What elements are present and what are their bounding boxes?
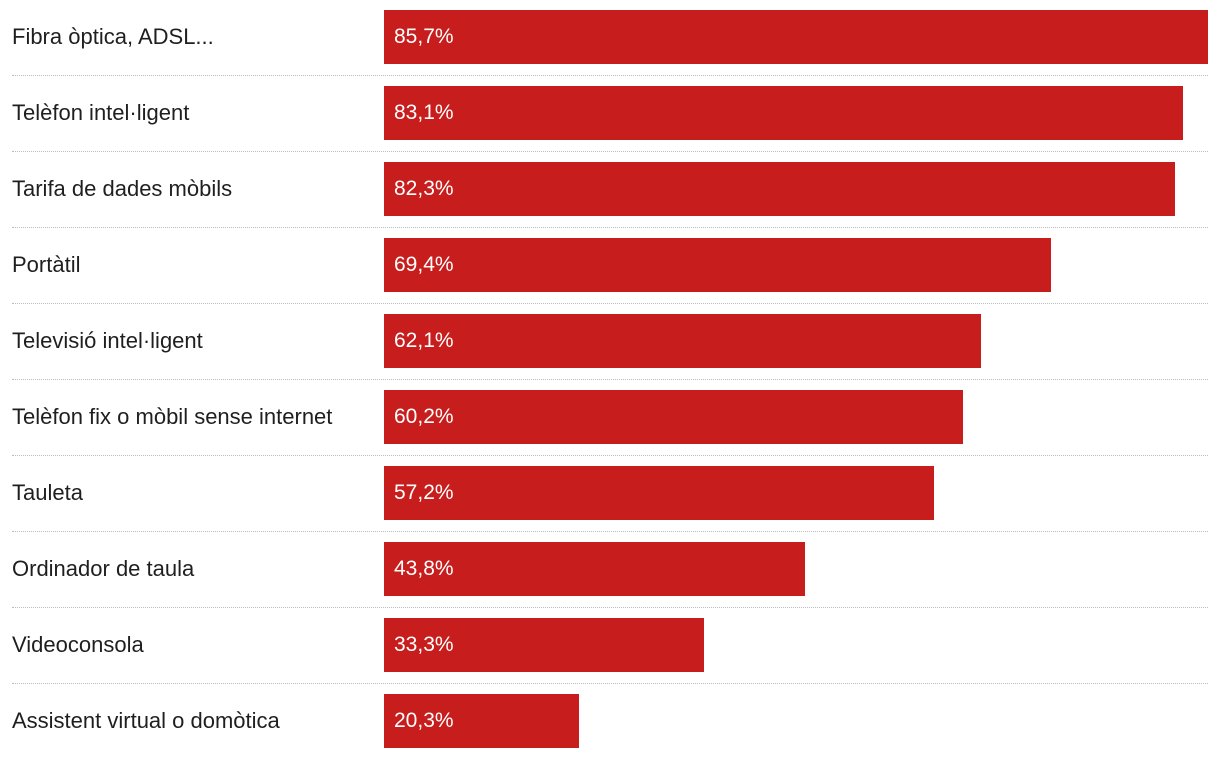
row-divider <box>12 75 1208 76</box>
row-divider <box>12 379 1208 380</box>
value-label: 60,2% <box>394 405 454 428</box>
chart-row: Tauleta 57,2% <box>0 456 1208 532</box>
chart-row: Telèfon fix o mòbil sense internet 60,2% <box>0 380 1208 456</box>
row-divider <box>12 151 1208 152</box>
value-label: 69,4% <box>394 253 454 276</box>
row-divider <box>12 607 1208 608</box>
bar <box>384 542 805 596</box>
category-label: Videoconsola <box>12 632 144 657</box>
value-label: 57,2% <box>394 481 454 504</box>
chart-row: Televisió intel·ligent 62,1% <box>0 304 1208 380</box>
value-label: 43,8% <box>394 557 454 580</box>
bar <box>384 314 981 368</box>
chart-row: Fibra òptica, ADSL... 85,7% <box>0 0 1208 76</box>
chart-row: Assistent virtual o domòtica 20,3% <box>0 684 1208 760</box>
category-label: Fibra òptica, ADSL... <box>12 24 214 49</box>
row-divider <box>12 303 1208 304</box>
bar <box>384 618 704 672</box>
value-label: 20,3% <box>394 709 454 732</box>
bar <box>384 466 934 520</box>
chart-row: Ordinador de taula 43,8% <box>0 532 1208 608</box>
bar <box>384 162 1175 216</box>
value-label: 82,3% <box>394 177 454 200</box>
bar <box>384 390 963 444</box>
row-divider <box>12 227 1208 228</box>
chart-row: Tarifa de dades mòbils 82,3% <box>0 152 1208 228</box>
category-label: Telèfon intel·ligent <box>12 100 190 125</box>
category-label: Telèfon fix o mòbil sense internet <box>12 404 333 429</box>
bar <box>384 86 1183 140</box>
value-label: 33,3% <box>394 633 454 656</box>
category-label: Tauleta <box>12 480 83 505</box>
chart-row: Videoconsola 33,3% <box>0 608 1208 684</box>
row-divider <box>12 683 1208 684</box>
bar <box>384 694 579 748</box>
value-label: 85,7% <box>394 25 454 48</box>
bar <box>384 238 1051 292</box>
row-divider <box>12 455 1208 456</box>
category-label: Portàtil <box>12 252 81 277</box>
category-label: Ordinador de taula <box>12 556 195 581</box>
row-divider <box>12 531 1208 532</box>
category-label: Tarifa de dades mòbils <box>12 176 233 201</box>
bar <box>384 10 1208 64</box>
chart-row: Telèfon intel·ligent 83,1% <box>0 76 1208 152</box>
value-label: 62,1% <box>394 329 454 352</box>
chart-row: Portàtil 69,4% <box>0 228 1208 304</box>
value-label: 83,1% <box>394 101 454 124</box>
category-label: Televisió intel·ligent <box>12 328 203 353</box>
category-label: Assistent virtual o domòtica <box>12 708 280 733</box>
